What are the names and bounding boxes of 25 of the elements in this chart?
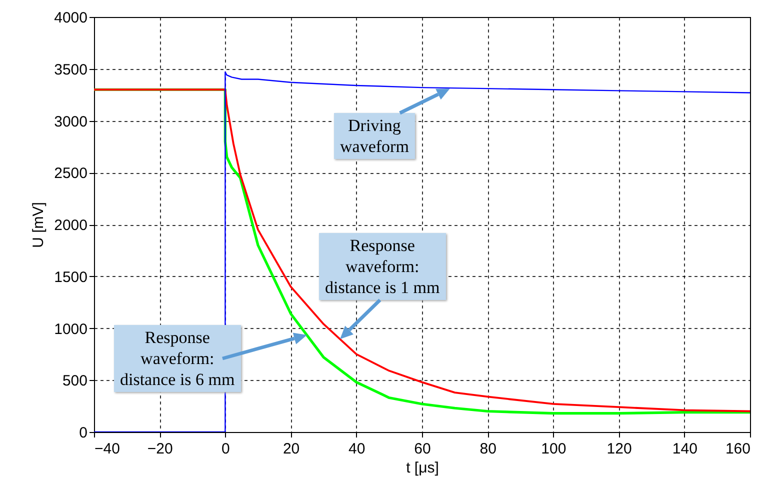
x-tick-label: 20 [282,440,300,458]
y-tick-label: 1000 [54,320,88,338]
x-axis-title: t [μs] [406,460,439,476]
y-tick-label: 2000 [54,217,88,234]
x-tick-label: −20 [147,440,173,458]
x-tick-label: 60 [414,440,431,458]
y-tick-label: 2500 [54,165,88,182]
y-tick-label: 500 [62,372,88,390]
y-tick-label: 3000 [54,113,88,130]
y-tick-label: 1500 [54,268,88,286]
y-axis-title: U [mV] [30,202,48,248]
note-box: Driving waveform [334,113,415,159]
x-tick-label: 80 [480,440,496,458]
y-tick-label: 3500 [54,61,88,78]
x-tick-label: 100 [541,440,566,458]
x-tick-label: 140 [672,440,698,458]
x-tick-label: −40 [94,440,120,458]
x-tick-label: 120 [606,440,632,458]
note-box: Response waveform: distance is 1 mm [319,233,446,300]
x-tick-label: 40 [348,440,366,458]
x-tick-label: 160 [725,440,750,458]
x-tick-label: 0 [222,440,230,458]
note-box: Response waveform: distance is 6 mm [114,325,241,392]
y-tick-label: 0 [79,424,88,442]
y-tick-label: 4000 [54,10,88,26]
